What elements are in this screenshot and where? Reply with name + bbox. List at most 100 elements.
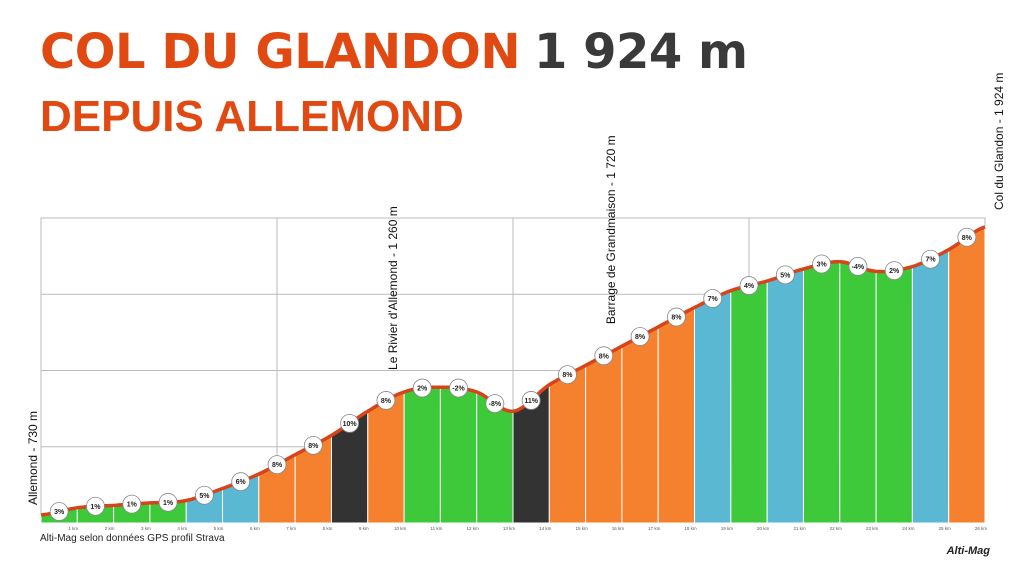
profile-segment: [403, 386, 441, 524]
x-tick-label: 13 km: [503, 526, 516, 531]
grade-label: 8%: [308, 443, 319, 450]
pass-altitude: 1 924 m: [533, 24, 748, 80]
x-tick-label: 4 km: [177, 526, 187, 531]
grade-badge: [412, 378, 432, 398]
waypoint-label: Le Rivier d'Allemond - 1 260 m: [386, 206, 400, 370]
grade-badge: [303, 435, 323, 455]
grade-label: 11%: [524, 398, 538, 405]
x-tick-label: 26 km: [975, 526, 988, 531]
x-tick-label: 2 km: [105, 526, 115, 531]
x-tick-label: 15 km: [575, 526, 588, 531]
x-tick-label: 9 km: [359, 526, 369, 531]
grade-badge: [558, 365, 577, 385]
profile-segment: [548, 364, 587, 524]
x-tick-label: 22 km: [830, 526, 843, 531]
x-tick-label: 7 km: [286, 526, 296, 531]
profile-segment: [585, 345, 623, 524]
x-tick-label: 10 km: [394, 526, 407, 531]
grade-badge: [231, 472, 251, 492]
profile-segment: [657, 306, 696, 524]
grade-label: 8%: [671, 315, 682, 322]
brand-logo: Alti-Mag: [946, 545, 990, 557]
grade-label: 8%: [635, 334, 646, 341]
grade-label: 7%: [925, 257, 936, 264]
profile-segment: [439, 386, 478, 524]
grade-badge: [848, 257, 868, 276]
x-tick-label: 5 km: [214, 526, 224, 531]
grade-label: 4%: [744, 283, 755, 290]
grade-badge: [267, 455, 287, 475]
grade-badge: [158, 492, 178, 512]
x-tick-label: 14 km: [539, 526, 552, 531]
grade-label: 8%: [381, 398, 392, 405]
grade-badge: [812, 254, 832, 274]
grade-badge: [521, 391, 541, 410]
waypoint-label: Allemond - 730 m: [26, 411, 40, 505]
grade-label: 8%: [562, 372, 573, 379]
x-tick-label: 25 km: [939, 526, 952, 531]
x-tick-label: 11 km: [430, 526, 442, 531]
grade-badge: [194, 485, 214, 505]
grade-label: 5%: [780, 272, 791, 279]
profile-segment: [367, 391, 405, 524]
grade-badge: [630, 327, 650, 346]
grade-label: 3%: [54, 509, 65, 516]
profile-segment: [802, 261, 841, 524]
profile-segment: [730, 280, 768, 524]
x-tick-label: 1 km: [68, 526, 78, 531]
profile-segment: [766, 268, 805, 524]
grade-badge: [921, 249, 940, 269]
x-tick-label: 6 km: [250, 526, 260, 531]
waypoint-label: Barrage de Grandmaison - 1 720 m: [604, 135, 618, 324]
x-tick-label: 21 km: [793, 526, 806, 531]
waypoint-label: Col du Glandon - 1 924 m: [992, 73, 1006, 210]
x-tick-label: 3 km: [141, 526, 151, 531]
profile-segment: [948, 226, 986, 524]
grade-badge: [122, 494, 142, 514]
grade-badge: [485, 394, 505, 413]
x-tick-label: 17 km: [648, 526, 661, 531]
grade-badge: [775, 265, 795, 285]
grade-badge: [739, 276, 759, 295]
x-tick-label: 19 km: [721, 526, 734, 531]
grade-badge: [86, 496, 105, 516]
grade-label: 6%: [236, 479, 247, 486]
profile-segment: [621, 326, 659, 524]
x-tick-label: 18 km: [684, 526, 697, 531]
profile-segment: [875, 265, 913, 524]
x-tick-label: 8 km: [323, 526, 333, 531]
grade-badge: [376, 391, 396, 410]
chart-title: COL DU GLANDON 1 924 m: [40, 28, 748, 76]
profile-segment: [911, 248, 950, 524]
x-tick-label: 24 km: [902, 526, 915, 531]
grade-label: -8%: [489, 401, 502, 408]
source-credit: Alti-Mag selon données GPS profil Strava: [40, 533, 225, 544]
grade-label: 1%: [163, 500, 174, 507]
grade-label: -2%: [452, 386, 465, 393]
grade-label: 8%: [962, 235, 973, 242]
grade-badge: [340, 413, 360, 433]
grade-badge: [666, 307, 686, 327]
grade-badge: [703, 289, 723, 308]
grade-label: 1%: [127, 502, 138, 509]
grade-badge: [594, 346, 614, 366]
grade-label: 2%: [417, 386, 428, 393]
grade-badge: [49, 502, 69, 521]
grade-badge: [449, 378, 468, 398]
profile-segment: [693, 289, 732, 524]
grade-label: 8%: [599, 353, 610, 360]
grade-label: 5%: [199, 493, 210, 500]
grade-label: -4%: [852, 264, 865, 271]
grade-label: 2%: [889, 268, 900, 275]
grade-badge: [884, 261, 904, 281]
pass-name: COL DU GLANDON: [40, 24, 520, 80]
grade-label: 1%: [90, 504, 101, 511]
x-tick-label: 16 km: [612, 526, 625, 531]
x-tick-label: 12 km: [467, 526, 480, 531]
chart-subtitle: DEPUIS ALLEMOND: [40, 92, 464, 141]
x-tick-label: 20 km: [757, 526, 770, 531]
grade-label: 7%: [708, 296, 719, 303]
grade-badge: [957, 227, 977, 247]
grade-label: 8%: [272, 462, 283, 469]
